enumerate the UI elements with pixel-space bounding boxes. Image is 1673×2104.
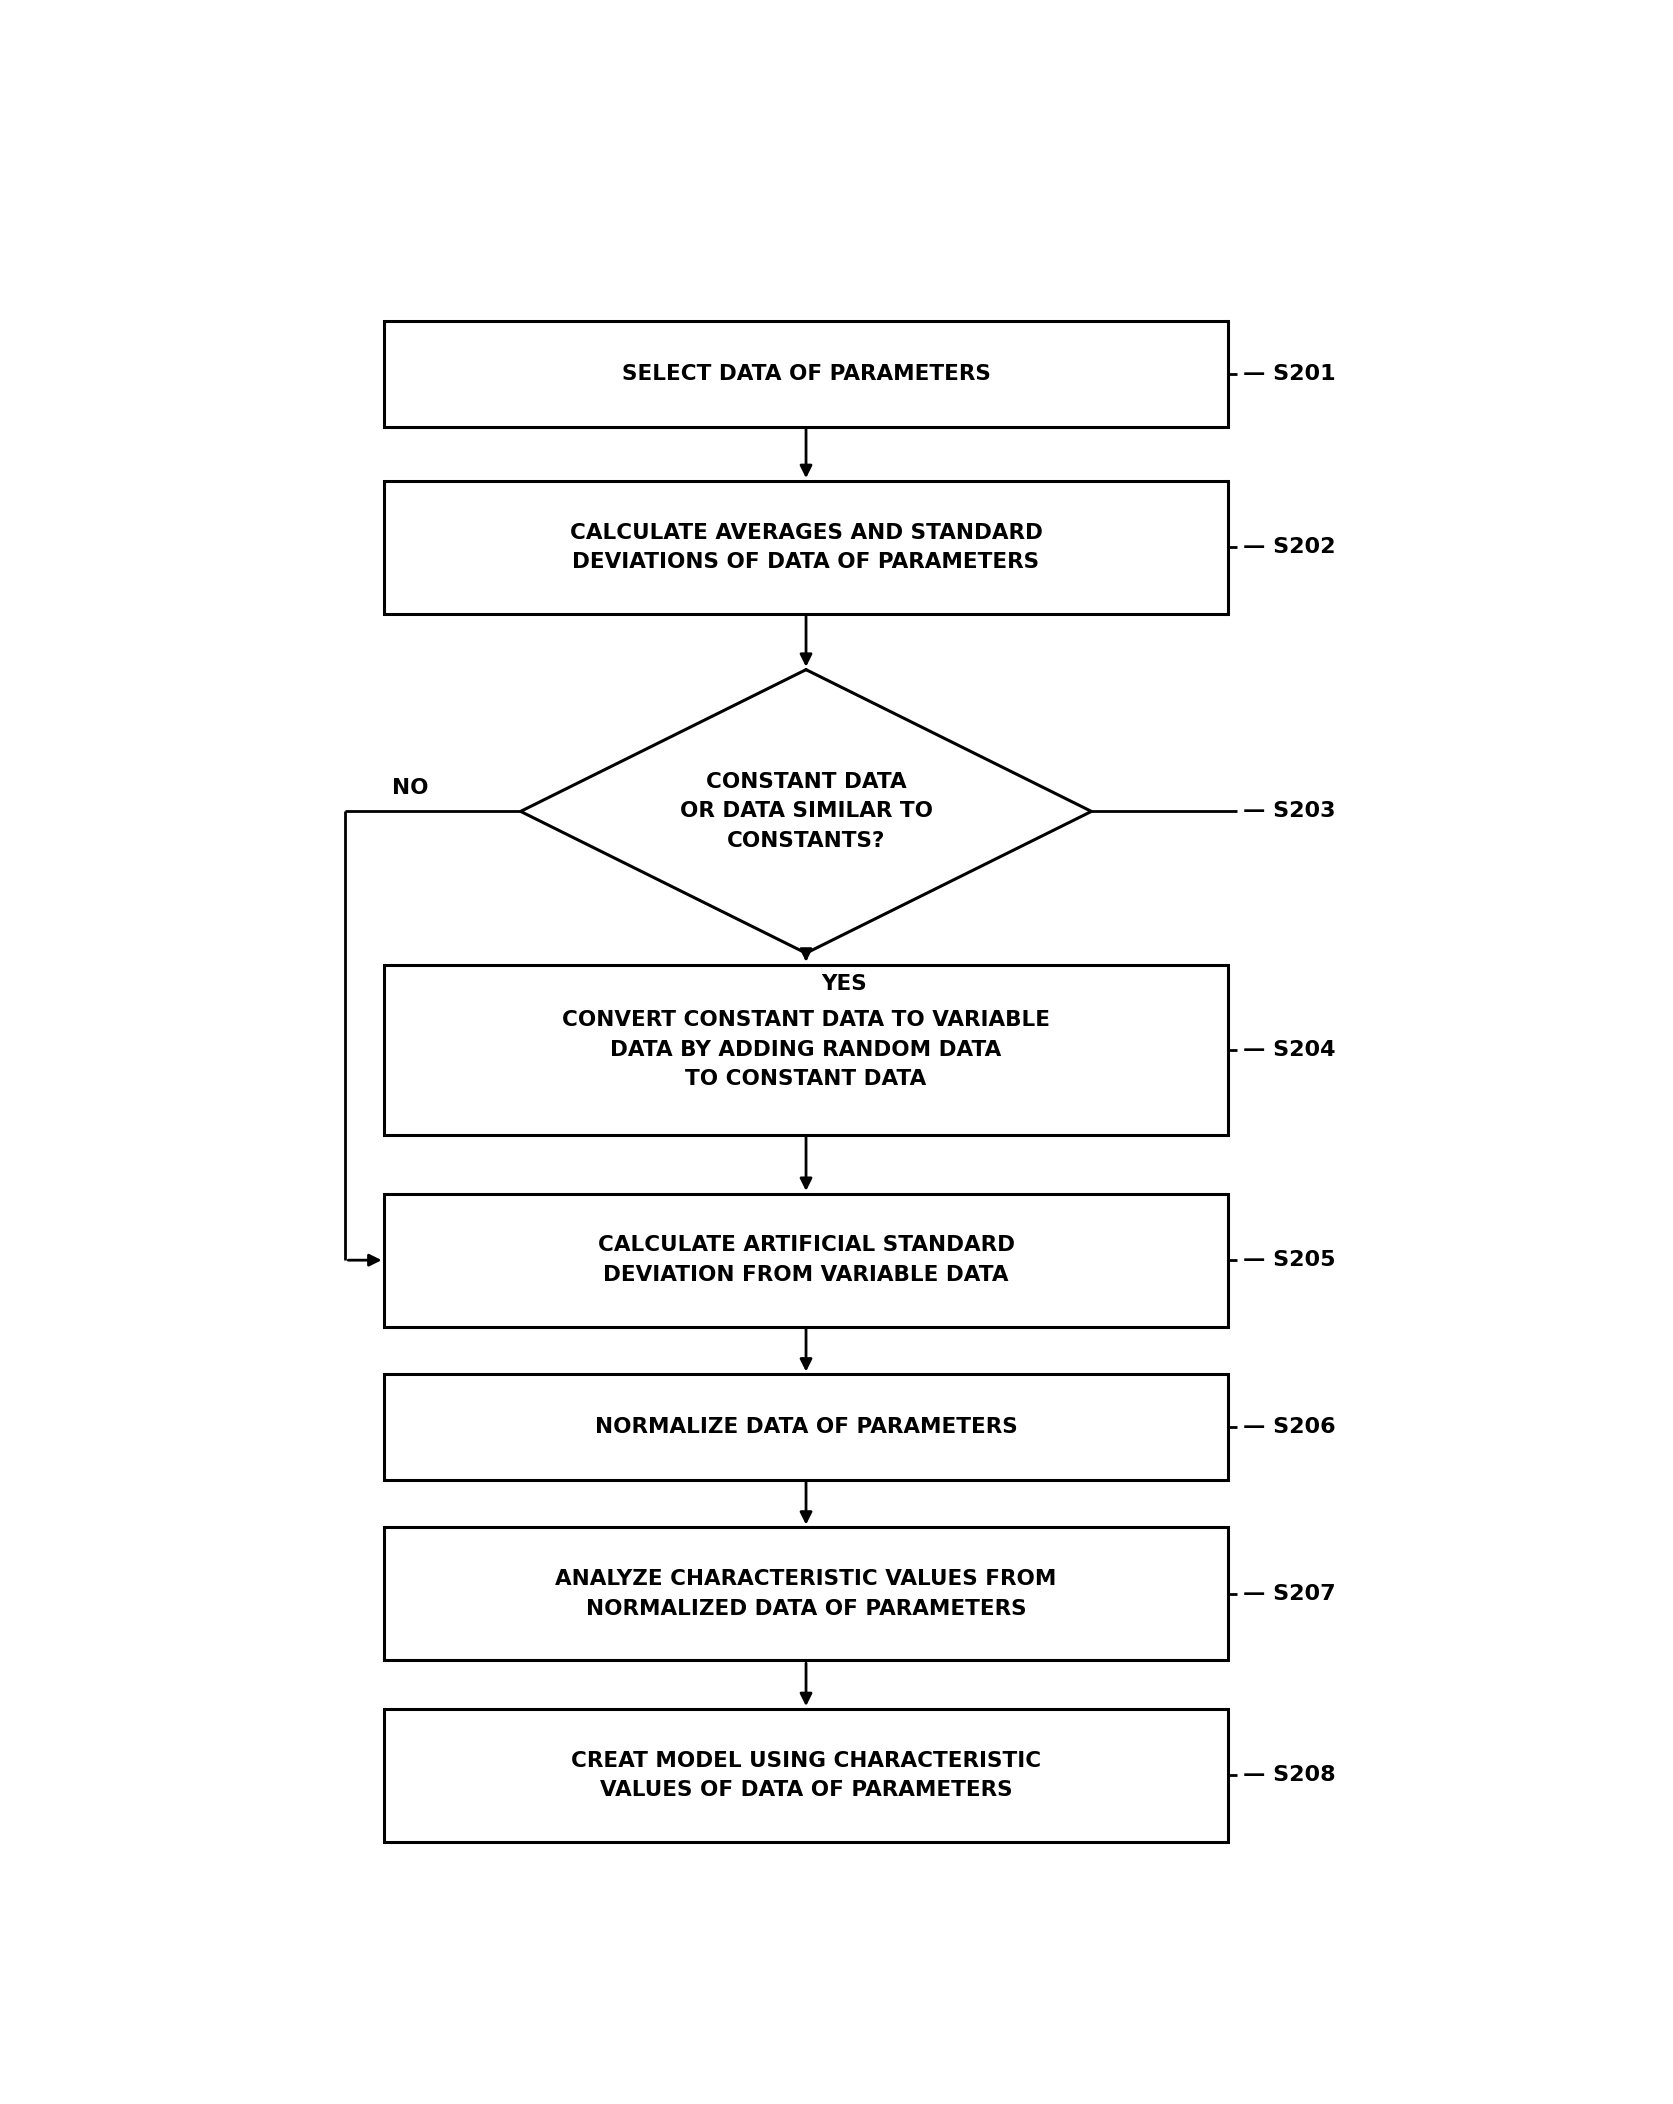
Text: NORMALIZE DATA OF PARAMETERS: NORMALIZE DATA OF PARAMETERS [594,1416,1017,1437]
Text: CALCULATE AVERAGES AND STANDARD
DEVIATIONS OF DATA OF PARAMETERS: CALCULATE AVERAGES AND STANDARD DEVIATIO… [569,522,1042,572]
FancyBboxPatch shape [385,1708,1226,1841]
Text: — S206: — S206 [1243,1416,1335,1437]
FancyBboxPatch shape [385,322,1226,427]
FancyBboxPatch shape [385,1374,1226,1479]
Text: ANALYZE CHARACTERISTIC VALUES FROM
NORMALIZED DATA OF PARAMETERS: ANALYZE CHARACTERISTIC VALUES FROM NORMA… [555,1570,1056,1618]
Text: YES: YES [821,974,867,995]
Text: — S202: — S202 [1243,537,1335,558]
Text: CALCULATE ARTIFICIAL STANDARD
DEVIATION FROM VARIABLE DATA: CALCULATE ARTIFICIAL STANDARD DEVIATION … [597,1235,1014,1286]
Text: — S204: — S204 [1243,1039,1335,1060]
Text: CREAT MODEL USING CHARACTERISTIC
VALUES OF DATA OF PARAMETERS: CREAT MODEL USING CHARACTERISTIC VALUES … [570,1751,1041,1801]
Text: CONSTANT DATA
OR DATA SIMILAR TO
CONSTANTS?: CONSTANT DATA OR DATA SIMILAR TO CONSTAN… [679,772,932,850]
Text: SELECT DATA OF PARAMETERS: SELECT DATA OF PARAMETERS [621,364,990,385]
Text: — S203: — S203 [1243,802,1335,821]
Text: — S208: — S208 [1243,1765,1335,1786]
FancyBboxPatch shape [385,1528,1226,1660]
FancyBboxPatch shape [385,482,1226,614]
FancyBboxPatch shape [385,964,1226,1134]
FancyBboxPatch shape [385,1193,1226,1328]
Text: — S201: — S201 [1243,364,1335,385]
Text: — S207: — S207 [1243,1584,1335,1603]
Text: CONVERT CONSTANT DATA TO VARIABLE
DATA BY ADDING RANDOM DATA
TO CONSTANT DATA: CONVERT CONSTANT DATA TO VARIABLE DATA B… [562,1010,1049,1090]
Polygon shape [520,669,1091,953]
Text: NO: NO [391,778,428,797]
Text: — S205: — S205 [1243,1250,1335,1271]
